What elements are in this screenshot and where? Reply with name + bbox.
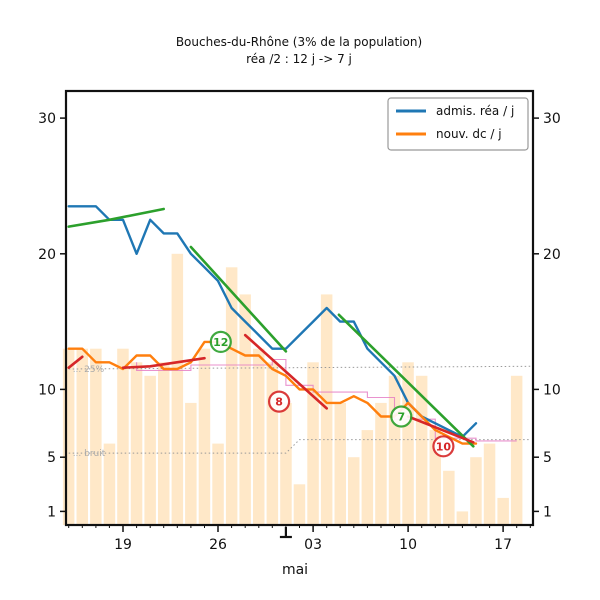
bar (62, 348, 75, 525)
x-tick-label: 03 (304, 537, 322, 553)
trend-line (189, 245, 288, 353)
trend-line (67, 207, 165, 228)
y-tick-label-right: 30 (543, 111, 561, 127)
threshold-label: ... 25% (73, 365, 105, 375)
x-tick-label: 26 (209, 537, 227, 553)
bar (320, 294, 333, 525)
y-tick-label-right: 1 (543, 504, 552, 520)
x-tick-label: 10 (399, 537, 417, 553)
trend-line (243, 333, 328, 410)
bar (185, 402, 197, 525)
bar (198, 348, 211, 525)
bar (171, 253, 184, 526)
duration-badge-label: 10 (436, 440, 452, 453)
bar (497, 497, 509, 525)
bar (76, 348, 88, 525)
duration-badge-label: 7 (397, 411, 405, 424)
y-tick-label-right: 5 (543, 450, 552, 466)
bar (361, 430, 374, 525)
y-tick-label-left: 1 (47, 504, 56, 520)
bar (212, 443, 224, 525)
duration-badge (268, 390, 291, 413)
badge-layer: 12 8 7 10 (209, 330, 455, 458)
bar (375, 402, 387, 525)
chart-title: Bouches-du-Rhône (3% de la population) (176, 35, 422, 49)
bar (470, 457, 482, 525)
y-tick-label-left: 5 (47, 450, 56, 466)
bar (307, 362, 319, 526)
bar (293, 484, 306, 525)
trend-layer (67, 207, 475, 448)
bar (510, 375, 523, 525)
y-tick-label-left: 20 (38, 247, 56, 263)
trend-line (406, 415, 475, 444)
bar (415, 375, 428, 525)
x-tick-label: 17 (494, 537, 512, 553)
bar (117, 348, 129, 525)
duration-badge (390, 405, 413, 428)
axis-layer: 1 1 5 5 10 10 20 20 30 30 19 26 03 10 17 (38, 111, 561, 553)
bar (456, 511, 469, 525)
x-tick-label: 19 (114, 537, 132, 553)
duration-badge-label: 12 (213, 336, 228, 349)
trend-line (121, 356, 206, 369)
bar (239, 294, 251, 525)
bar (348, 457, 360, 525)
duration-badge-label: 8 (275, 396, 283, 409)
pink-line-layer (136, 358, 517, 442)
chart-subtitle: réa /2 : 12 j -> 7 j (246, 52, 352, 66)
bar-layer (62, 253, 523, 526)
duration-badge (209, 330, 232, 353)
y-tick-label-right: 20 (543, 247, 561, 263)
bar (158, 362, 170, 526)
threshold-line (68, 365, 531, 370)
pink-line (136, 358, 517, 442)
x-axis-label: mai (282, 562, 308, 578)
bar (225, 267, 238, 525)
bar (388, 375, 401, 525)
series-layer (67, 205, 478, 445)
series-line (67, 340, 478, 445)
bar (443, 470, 455, 526)
threshold-line (68, 439, 531, 454)
y-tick-label-left: 30 (38, 111, 56, 127)
threshold-layer: ... 25% ... bruit (68, 365, 531, 459)
bar (266, 362, 279, 526)
bar (253, 348, 265, 525)
legend-label-admis: admis. réa / j (436, 104, 514, 118)
legend: admis. réa / j nouv. dc / j (387, 97, 529, 151)
bar (280, 402, 292, 525)
y-tick-label-right: 10 (543, 382, 561, 398)
y-tick-label-left: 10 (38, 382, 56, 398)
bar (429, 430, 441, 525)
bar (90, 348, 102, 525)
trend-line (337, 313, 475, 448)
bar (402, 362, 414, 526)
duration-badge (432, 435, 455, 458)
threshold-label: ... bruit (73, 449, 106, 459)
bar (130, 362, 143, 526)
bar (103, 443, 116, 525)
bar (334, 402, 346, 525)
bar (483, 443, 496, 525)
legend-label-dc: nouv. dc / j (436, 127, 502, 141)
bar (144, 375, 156, 525)
trend-line (67, 355, 84, 369)
